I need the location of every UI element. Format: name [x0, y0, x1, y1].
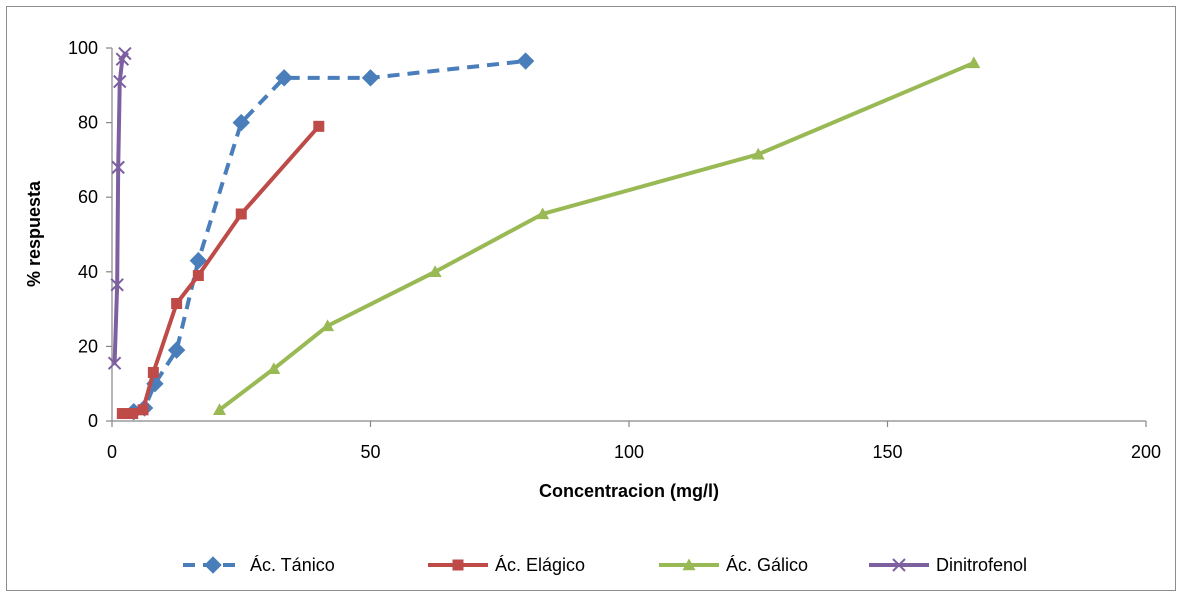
data-point	[118, 46, 132, 61]
data-point	[127, 408, 139, 420]
data-point	[116, 408, 128, 420]
series--c-g-lico	[213, 56, 981, 416]
series-line	[217, 60, 976, 412]
data-point	[137, 404, 149, 416]
data-point	[232, 113, 250, 132]
data-point	[167, 341, 186, 359]
y-tick-label: 20	[78, 336, 98, 356]
legend-marker	[892, 558, 906, 572]
legend-label: Dinitrofenol	[936, 555, 1027, 575]
series--c-t-nico	[125, 52, 535, 421]
x-tick-label: 200	[1131, 442, 1161, 462]
x-axis-title: Concentracion (mg/l)	[539, 481, 719, 501]
y-axis-title: % respuesta	[24, 180, 44, 287]
data-point	[516, 52, 535, 70]
series-line	[112, 51, 127, 366]
series-line	[133, 59, 526, 414]
legend-item: Dinitrofenol	[869, 555, 1027, 575]
data-point	[751, 147, 765, 160]
ticks: 0 20 40 60 80 100 0 50 100 150 200	[68, 38, 1161, 462]
data-point	[275, 69, 293, 87]
data-point	[428, 265, 442, 277]
axes	[111, 48, 1146, 422]
x-tick-label: 150	[872, 442, 902, 462]
legend-item: Ác. Tánico	[183, 555, 335, 575]
x-tick-label: 100	[614, 442, 644, 462]
y-tick-label: 40	[78, 262, 98, 282]
legend-marker	[682, 558, 696, 571]
data-point	[189, 251, 208, 270]
data-point	[967, 56, 981, 69]
y-tick-label: 60	[78, 187, 98, 207]
legend: Ác. Tánico Ác. Elágico Ác. Gálico Dinitrofe…	[183, 555, 1027, 575]
legend-marker	[452, 559, 464, 571]
data-point	[361, 69, 380, 87]
chart-frame	[6, 6, 1176, 591]
data-point	[111, 160, 125, 175]
x-tick-label: 50	[360, 442, 380, 462]
data-point	[213, 403, 227, 416]
series--c-el-gico	[116, 120, 325, 420]
y-tick-label: 80	[78, 113, 98, 133]
legend-label: Ác. Gálico	[726, 555, 808, 575]
data-point	[192, 270, 204, 282]
data-point	[107, 356, 122, 370]
legend-item: Ác. Gálico	[659, 555, 808, 575]
data-point	[147, 367, 159, 379]
data-point	[110, 278, 124, 292]
series-dinitrofenol	[107, 46, 132, 370]
data-point	[235, 208, 247, 220]
data-point	[536, 207, 550, 220]
y-tick-label: 100	[68, 38, 98, 58]
data-point	[267, 362, 281, 374]
legend-item: Ác. Elágico	[428, 555, 585, 575]
y-tick-label: 0	[88, 411, 98, 431]
legend-label: Ác. Elágico	[495, 555, 585, 575]
data-point	[313, 120, 325, 132]
data-point	[321, 319, 335, 332]
data-point	[113, 74, 127, 89]
data-point	[171, 298, 183, 310]
x-tick-label: 0	[107, 442, 117, 462]
series-layer	[107, 46, 981, 421]
legend-label: Ác. Tánico	[250, 555, 335, 575]
legend-marker	[204, 556, 222, 574]
